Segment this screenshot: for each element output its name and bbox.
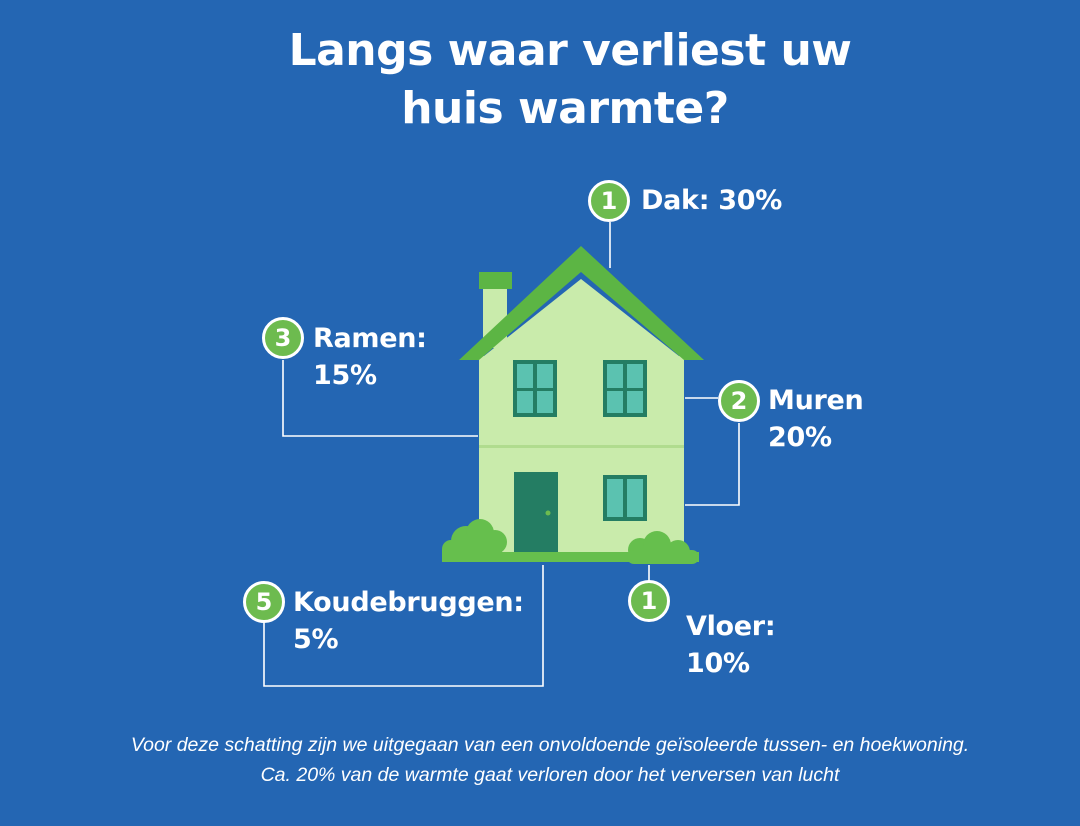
connector-windows <box>282 360 478 437</box>
windows-name: Ramen: <box>313 323 427 354</box>
windows-number-badge: 3 <box>262 317 304 359</box>
footnote-line-1: Voor deze schatting zijn we uitgegaan va… <box>130 734 970 756</box>
house-wall <box>479 356 684 552</box>
connector-lines <box>263 222 740 687</box>
thermal-bridges-label: Koudebruggen: 5% <box>293 584 524 658</box>
ground <box>442 552 699 562</box>
floor-label: Vloer: 10% <box>686 608 776 682</box>
walls-value: 20% <box>768 422 832 453</box>
window-upper-left <box>513 360 557 417</box>
roof-name: Dak: <box>641 185 710 216</box>
floor-divider <box>479 445 684 448</box>
thermal-bridges-value: 5% <box>293 624 339 655</box>
walls-label: Muren 20% <box>768 382 864 456</box>
footnote: Voor deze schatting zijn we uitgegaan va… <box>0 730 1080 790</box>
footnote-line-2: Ca. 20% van de warmte gaat verloren door… <box>260 764 840 786</box>
floor-value: 10% <box>686 648 750 679</box>
floor-number-badge: 1 <box>628 580 670 622</box>
house-gable <box>479 279 684 360</box>
house-roof <box>459 246 704 360</box>
floor-name: Vloer: <box>686 611 776 642</box>
roof-value: 30% <box>718 185 783 216</box>
roof-number-badge: 1 <box>588 180 630 222</box>
page-title: Langs waar verliest uw huis warmte? <box>0 22 1080 138</box>
title-line-1: Langs waar verliest uw <box>288 25 852 76</box>
walls-name: Muren <box>768 385 864 416</box>
roof-label: Dak: 30% <box>641 182 782 219</box>
connector-thermal-bridges <box>263 565 544 687</box>
title-line-2: huis warmte? <box>401 83 729 134</box>
walls-number-badge: 2 <box>718 380 760 422</box>
house-door <box>514 472 558 552</box>
windows-label: Ramen: 15% <box>313 320 427 394</box>
connector-walls <box>685 423 740 506</box>
thermal-bridges-name: Koudebruggen: <box>293 587 524 618</box>
window-upper-right <box>603 360 647 417</box>
windows-value: 15% <box>313 360 377 391</box>
thermal-bridges-number-badge: 5 <box>243 581 285 623</box>
window-lower-right <box>603 475 647 521</box>
